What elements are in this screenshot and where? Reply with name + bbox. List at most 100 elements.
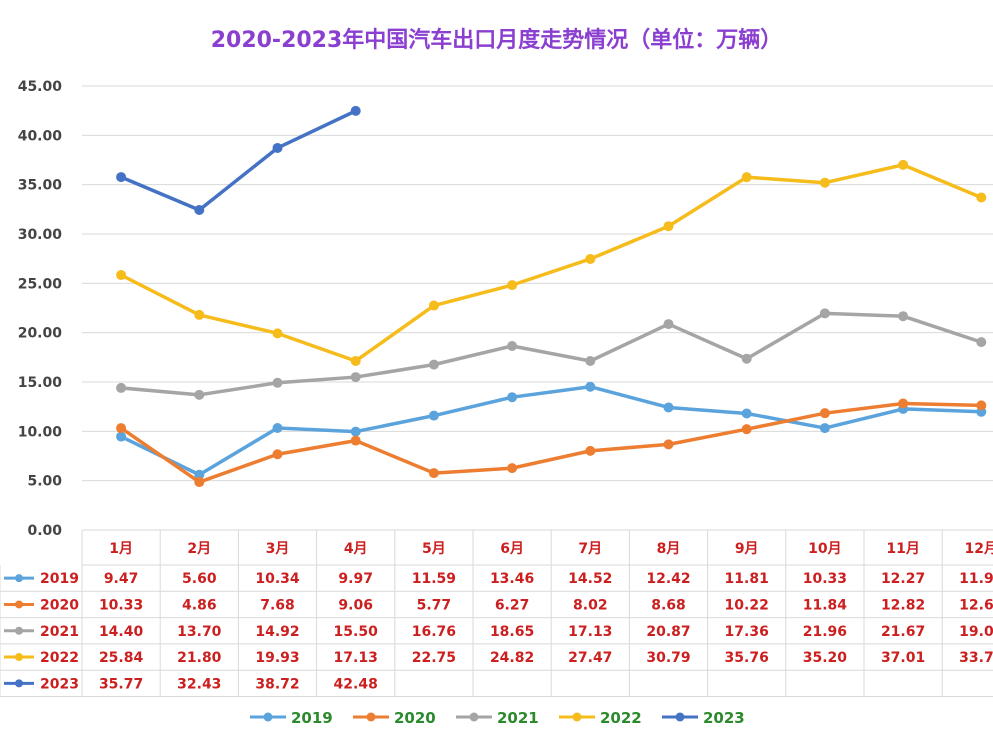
data-label: 19.04 (959, 624, 993, 640)
row-legend-marker (15, 653, 23, 662)
data-point (350, 355, 361, 366)
data-label: 21.80 (177, 650, 222, 666)
series-line-2022 (119, 163, 984, 363)
data-label: 10.33 (99, 597, 143, 613)
data-label: 12.27 (881, 571, 925, 587)
data-label: 38.72 (255, 676, 299, 692)
data-point (741, 408, 752, 419)
data-point (350, 105, 361, 116)
series-line-2021 (119, 311, 984, 397)
series-line-2023 (119, 109, 358, 212)
y-tick-label: 45.00 (18, 79, 63, 95)
legend-marker (366, 712, 376, 722)
data-point (116, 172, 127, 183)
data-point (663, 319, 674, 330)
data-label: 4.86 (182, 597, 217, 613)
y-axis: 0.00 5.00 10.00 15.00 20.00 25.00 30.00 35.00 40… (18, 79, 63, 539)
data-point (194, 309, 205, 320)
data-point (663, 402, 674, 413)
series-line-2020 (119, 401, 984, 484)
data-label: 21.96 (803, 624, 847, 640)
month-label: 8月 (657, 541, 681, 557)
data-point (819, 308, 830, 319)
row-label: 2023 (40, 676, 79, 692)
data-label: 21.67 (881, 624, 925, 640)
data-point (819, 423, 830, 434)
data-point (819, 408, 830, 419)
data-label: 13.70 (177, 624, 222, 640)
series-line-2019 (119, 384, 984, 477)
data-point (350, 372, 361, 383)
data-point (741, 353, 752, 364)
data-label: 17.13 (568, 624, 612, 640)
month-label: 2月 (187, 541, 211, 557)
data-label: 12.63 (959, 597, 993, 613)
data-label: 20.87 (646, 624, 690, 640)
row-label: 2022 (40, 650, 79, 666)
data-label: 19.93 (255, 650, 299, 666)
data-label: 16.76 (412, 624, 456, 640)
y-tick-label: 40.00 (18, 128, 63, 144)
data-point (898, 159, 909, 170)
data-point (507, 340, 518, 351)
y-tick-label: 10.00 (18, 424, 63, 440)
data-point (976, 337, 987, 348)
data-label: 8.02 (573, 597, 608, 613)
data-point (898, 398, 909, 409)
legend-marker (572, 712, 582, 722)
data-point (663, 439, 674, 450)
row-label: 2020 (40, 597, 79, 613)
data-point (507, 280, 518, 291)
data-label: 22.75 (412, 650, 456, 666)
month-label: 7月 (578, 541, 602, 557)
data-point (350, 435, 361, 446)
data-label: 14.52 (568, 571, 612, 587)
data-label: 5.77 (417, 597, 452, 613)
data-point (194, 477, 205, 488)
data-label: 9.47 (104, 571, 139, 587)
data-point (428, 468, 439, 479)
data-label: 10.22 (725, 597, 769, 613)
chart-title: 2020-2023年中国汽车出口月度走势情况（单位：万辆） (210, 28, 783, 53)
row-label: 2021 (40, 624, 79, 640)
y-tick-label: 30.00 (18, 227, 63, 243)
data-point (272, 328, 283, 339)
data-label: 27.47 (568, 650, 612, 666)
data-point (663, 221, 674, 232)
data-point (350, 426, 361, 437)
data-label: 5.60 (182, 571, 217, 587)
data-point (585, 445, 596, 456)
data-point (272, 142, 283, 153)
data-point (116, 423, 127, 434)
data-label: 7.68 (260, 597, 295, 613)
data-label: 30.79 (646, 650, 690, 666)
data-point (194, 205, 205, 216)
data-point (194, 389, 205, 400)
data-point (976, 400, 987, 411)
y-tick-label: 35.00 (18, 178, 63, 194)
data-point (428, 300, 439, 311)
data-point (116, 382, 127, 393)
legend-entry: 2019 (291, 709, 333, 727)
legend-entry: 2022 (600, 709, 642, 727)
data-point (272, 377, 283, 388)
series-lines (116, 105, 987, 488)
data-point (272, 449, 283, 460)
data-label: 11.59 (412, 571, 456, 587)
month-label: 9月 (735, 541, 759, 557)
data-label: 6.27 (495, 597, 530, 613)
data-label: 10.33 (803, 571, 847, 587)
month-label: 4月 (344, 541, 368, 557)
data-label: 32.43 (177, 676, 221, 692)
month-label: 3月 (266, 541, 290, 557)
row-legend-marker (15, 626, 23, 635)
data-label: 35.20 (803, 650, 848, 666)
data-label: 42.48 (334, 676, 378, 692)
month-label: 12月 (965, 541, 993, 557)
data-label: 9.06 (338, 597, 373, 613)
data-label: 37.01 (881, 650, 925, 666)
row-legend-marker (15, 574, 23, 583)
data-label: 17.36 (725, 624, 769, 640)
legend-entry: 2020 (394, 709, 436, 727)
